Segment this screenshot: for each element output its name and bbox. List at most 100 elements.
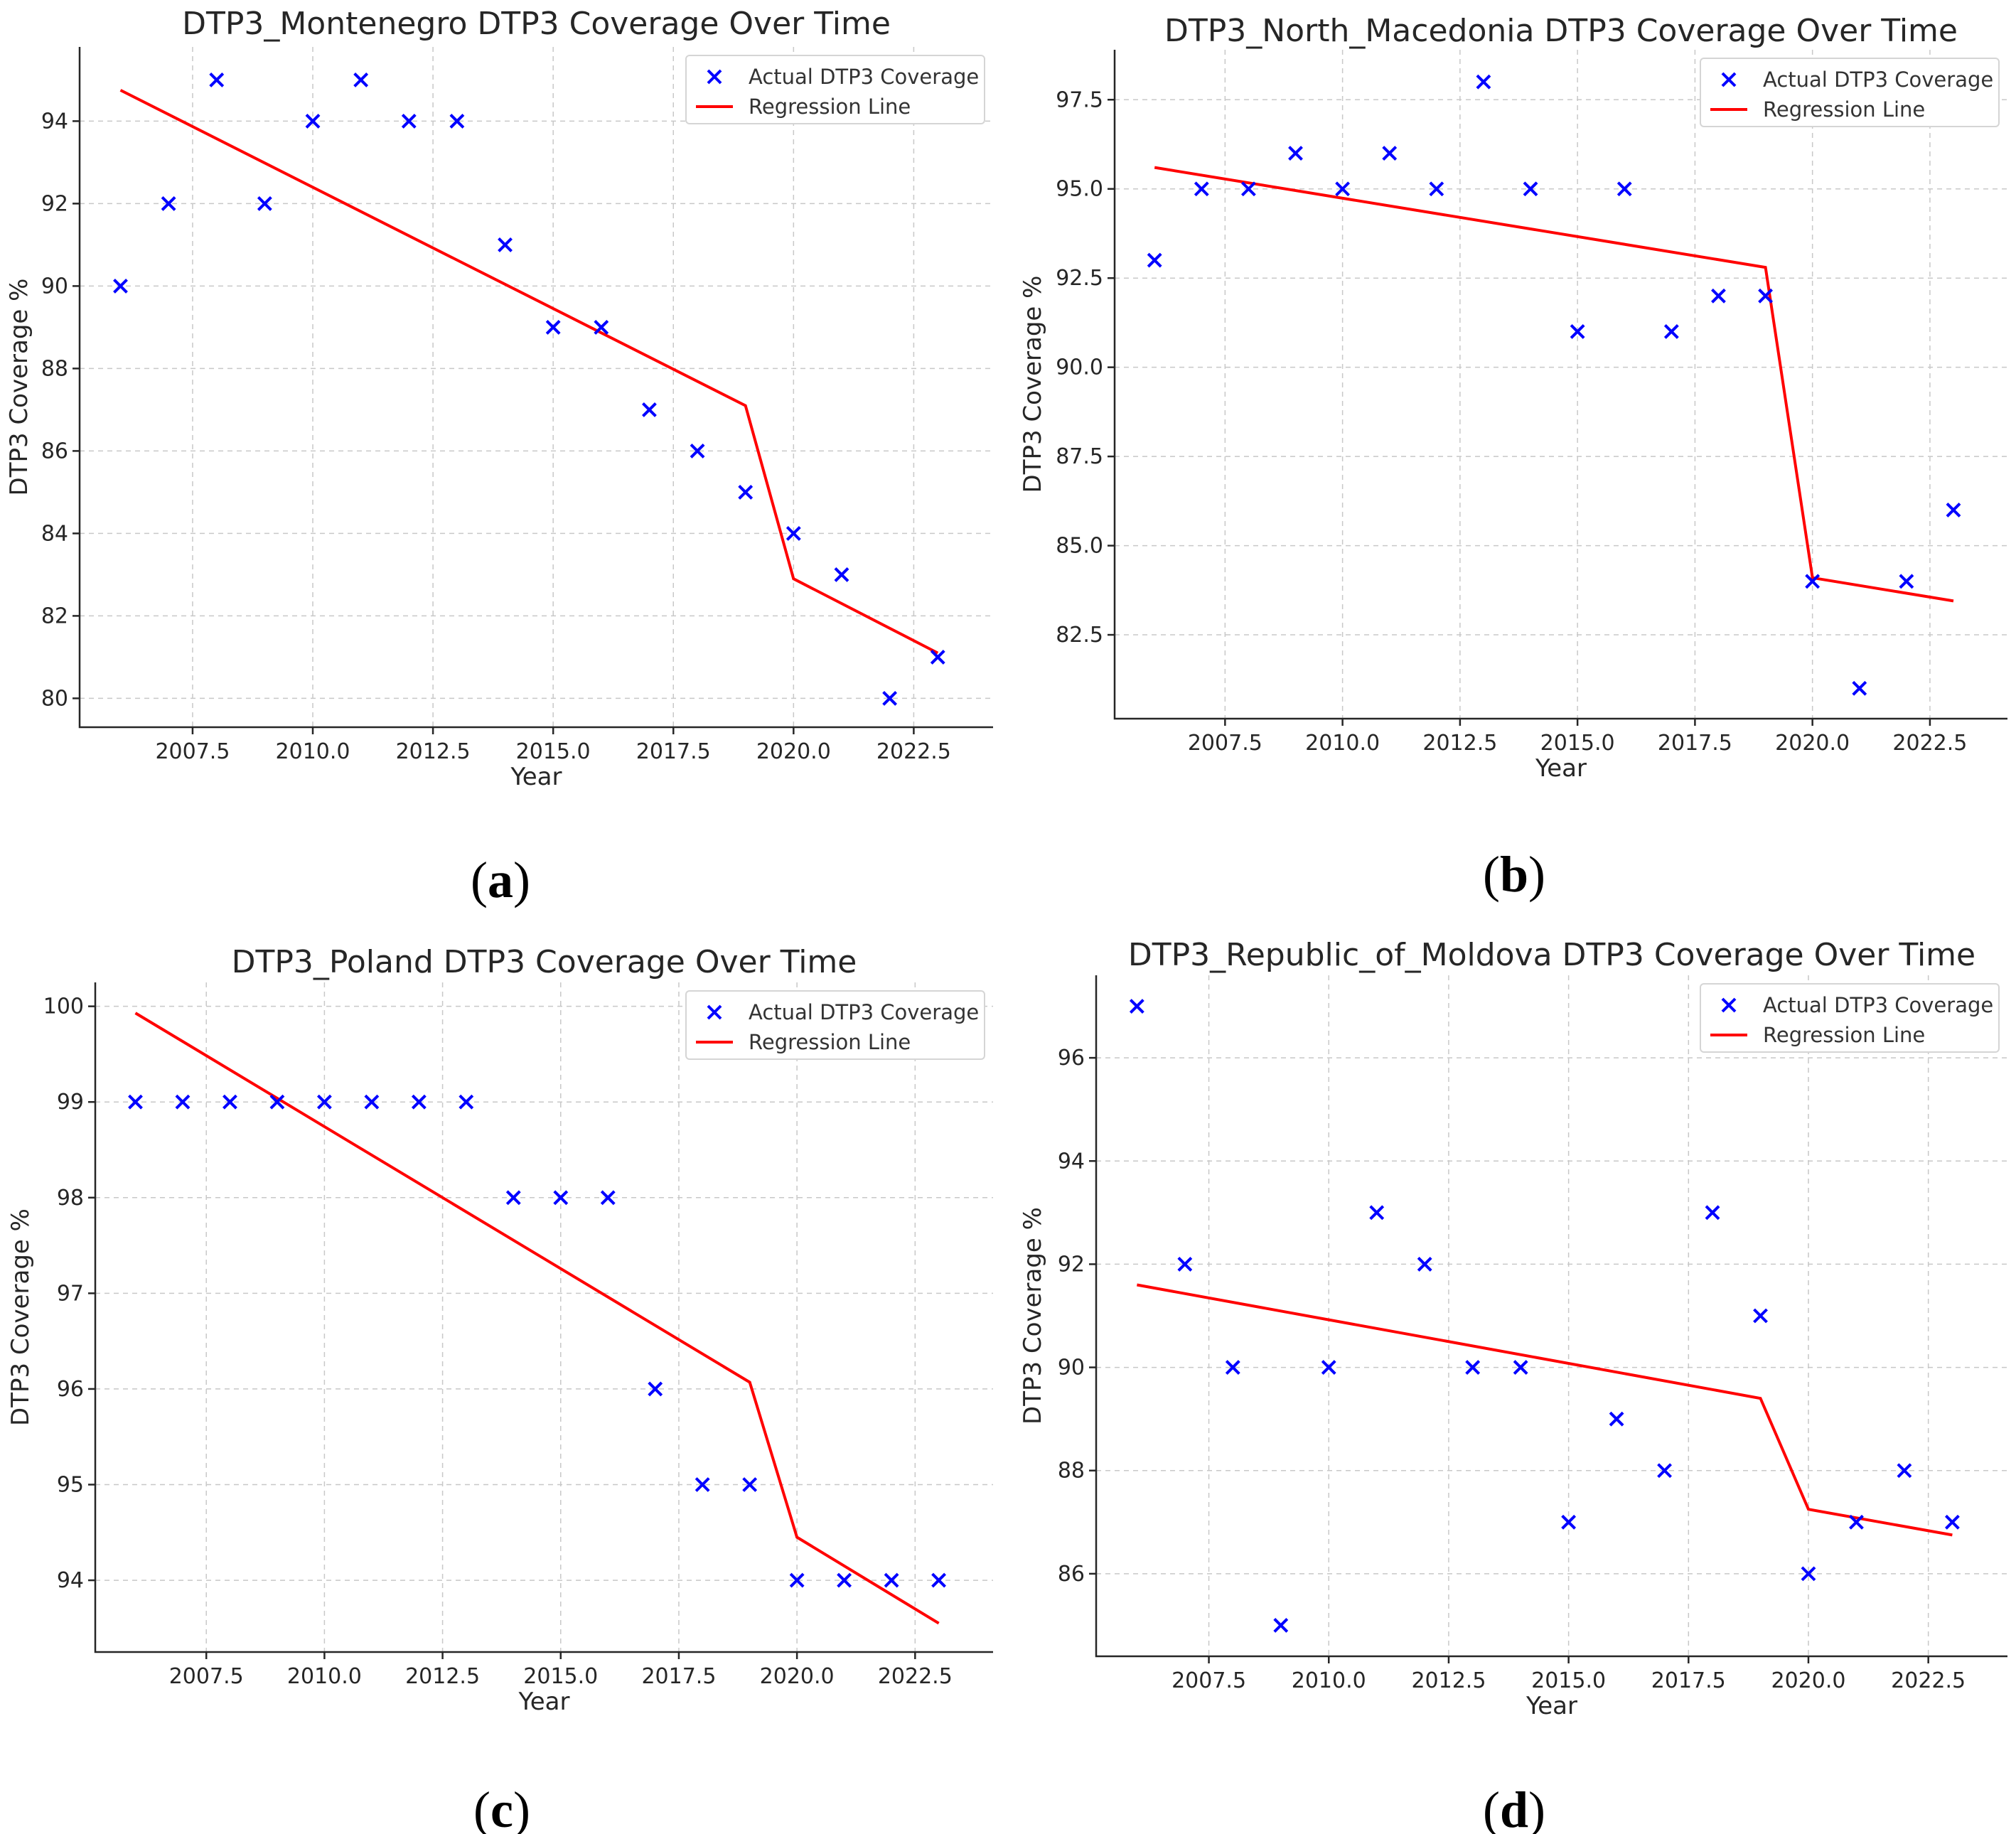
x-axis-label: Year [510,763,562,791]
x-tick-label: 2012.5 [1422,731,1497,756]
x-tick-label: 2022.5 [1892,731,1967,756]
data-point [505,1190,521,1206]
chart-title: DTP3_Republic_of_Moldova DTP3 Coverage O… [1128,937,1975,973]
x-tick-label: 2015.0 [1540,731,1615,756]
data-point [498,237,513,252]
legend-frame [1700,983,2000,1053]
panel-label-open: ( [1483,1781,1500,1834]
chart-panel-d: DTP3_Republic_of_Moldova DTP3 Coverage O… [1019,937,2007,1720]
data-point [1899,574,1914,589]
y-tick-label: 82 [41,604,68,628]
y-tick-label: 92.5 [1056,266,1103,291]
axis-spines [78,47,993,729]
y-axis-label: DTP3 Coverage % [1019,276,1047,493]
data-point [1273,1618,1289,1633]
data-point [305,113,321,129]
data-point [738,484,754,500]
data-point [1753,1308,1768,1324]
data-point [1801,1566,1816,1582]
data-point [222,1094,237,1110]
y-tick-label: 98 [57,1186,84,1211]
axis-spines [1113,50,2007,720]
data-point [411,1094,427,1110]
legend-marker-icon [1721,72,1737,87]
data-point [884,1572,899,1588]
x-tick-label: 2017.5 [636,739,711,764]
data-point [789,1572,805,1588]
data-point [1944,1514,1960,1530]
legend-entry-regression: Regression Line [749,95,911,119]
data-point [553,1190,569,1206]
data-point [1657,1463,1672,1479]
legend-entry-regression: Regression Line [1763,97,1925,122]
axis-spines [1095,975,2007,1658]
data-point [1711,288,1726,304]
legend-frame [685,55,985,124]
panel-label: (b) [1483,846,1545,903]
y-tick-label: 86 [41,439,68,463]
regression-line [119,89,939,655]
data-point [1849,1514,1864,1530]
data-point [1288,146,1303,161]
regression-line [1154,166,1954,603]
y-tick-label: 97 [57,1281,84,1306]
data-point [882,690,898,706]
data-point [1177,1257,1193,1272]
y-tick-label: 92 [1058,1252,1085,1277]
data-point [690,443,705,458]
y-axis-label: DTP3 Coverage % [1019,1207,1047,1425]
x-axis-label: Year [1535,754,1587,783]
legend: Actual DTP3 Coverage Regression Line [1700,983,2000,1053]
data-point [1805,574,1821,589]
data-point [695,1477,710,1492]
y-tick-label: 95.0 [1056,177,1103,202]
x-axis-label: Year [518,1688,570,1716]
x-tick-label: 2012.5 [396,739,471,764]
panel-label: (a) [471,852,530,908]
data-point [1321,1360,1336,1375]
data-point [364,1094,380,1110]
y-tick-label: 96 [1058,1046,1085,1071]
panel-label-open: ( [1483,846,1500,903]
x-tick-label: 2007.5 [155,739,230,764]
data-point [1429,181,1444,197]
x-tick-label: 2015.0 [523,1664,598,1689]
data-point [459,1094,474,1110]
data-point [1897,1463,1912,1479]
x-tick-label: 2010.0 [1305,731,1380,756]
data-point [401,113,417,129]
x-axis-label: Year [1526,1692,1577,1720]
x-tick-label: 2020.0 [760,1664,835,1689]
data-point [1609,1411,1624,1427]
y-tick-label: 86 [1058,1562,1085,1587]
x-tick-label: 2017.5 [1651,1668,1726,1693]
data-point [648,1381,663,1397]
data-point [742,1477,758,1492]
x-tick-label: 2007.5 [1171,1668,1246,1693]
x-tick-label: 2010.0 [276,739,350,764]
x-tick-label: 2022.5 [876,739,951,764]
data-point [594,319,609,335]
data-point [175,1094,191,1110]
data-point [1369,1205,1385,1221]
y-tick-label: 90 [41,274,68,299]
data-point [930,649,945,665]
panel-label-letter: b [1500,846,1528,903]
legend-entry-actual: Actual DTP3 Coverage [749,1000,979,1024]
data-point [1570,324,1585,339]
data-point [1852,680,1867,696]
chart-panel-a: DTP3_Montenegro DTP3 Coverage Over Time 2… [5,6,993,791]
legend: Actual DTP3 Coverage Regression Line [685,55,985,124]
chart-title: DTP3_Montenegro DTP3 Coverage Over Time [182,6,891,42]
data-point [257,195,272,211]
x-tick-label: 2020.0 [756,739,831,764]
regression-line [1137,1283,1953,1537]
data-point [1194,181,1209,197]
chart-title: DTP3_Poland DTP3 Coverage Over Time [232,944,857,980]
data-point [1465,1360,1481,1375]
data-point [1946,502,1961,518]
data-point [161,195,176,211]
y-tick-label: 97.5 [1056,87,1103,112]
panel-label-close: ) [513,1781,530,1834]
y-tick-label: 87.5 [1056,444,1103,469]
